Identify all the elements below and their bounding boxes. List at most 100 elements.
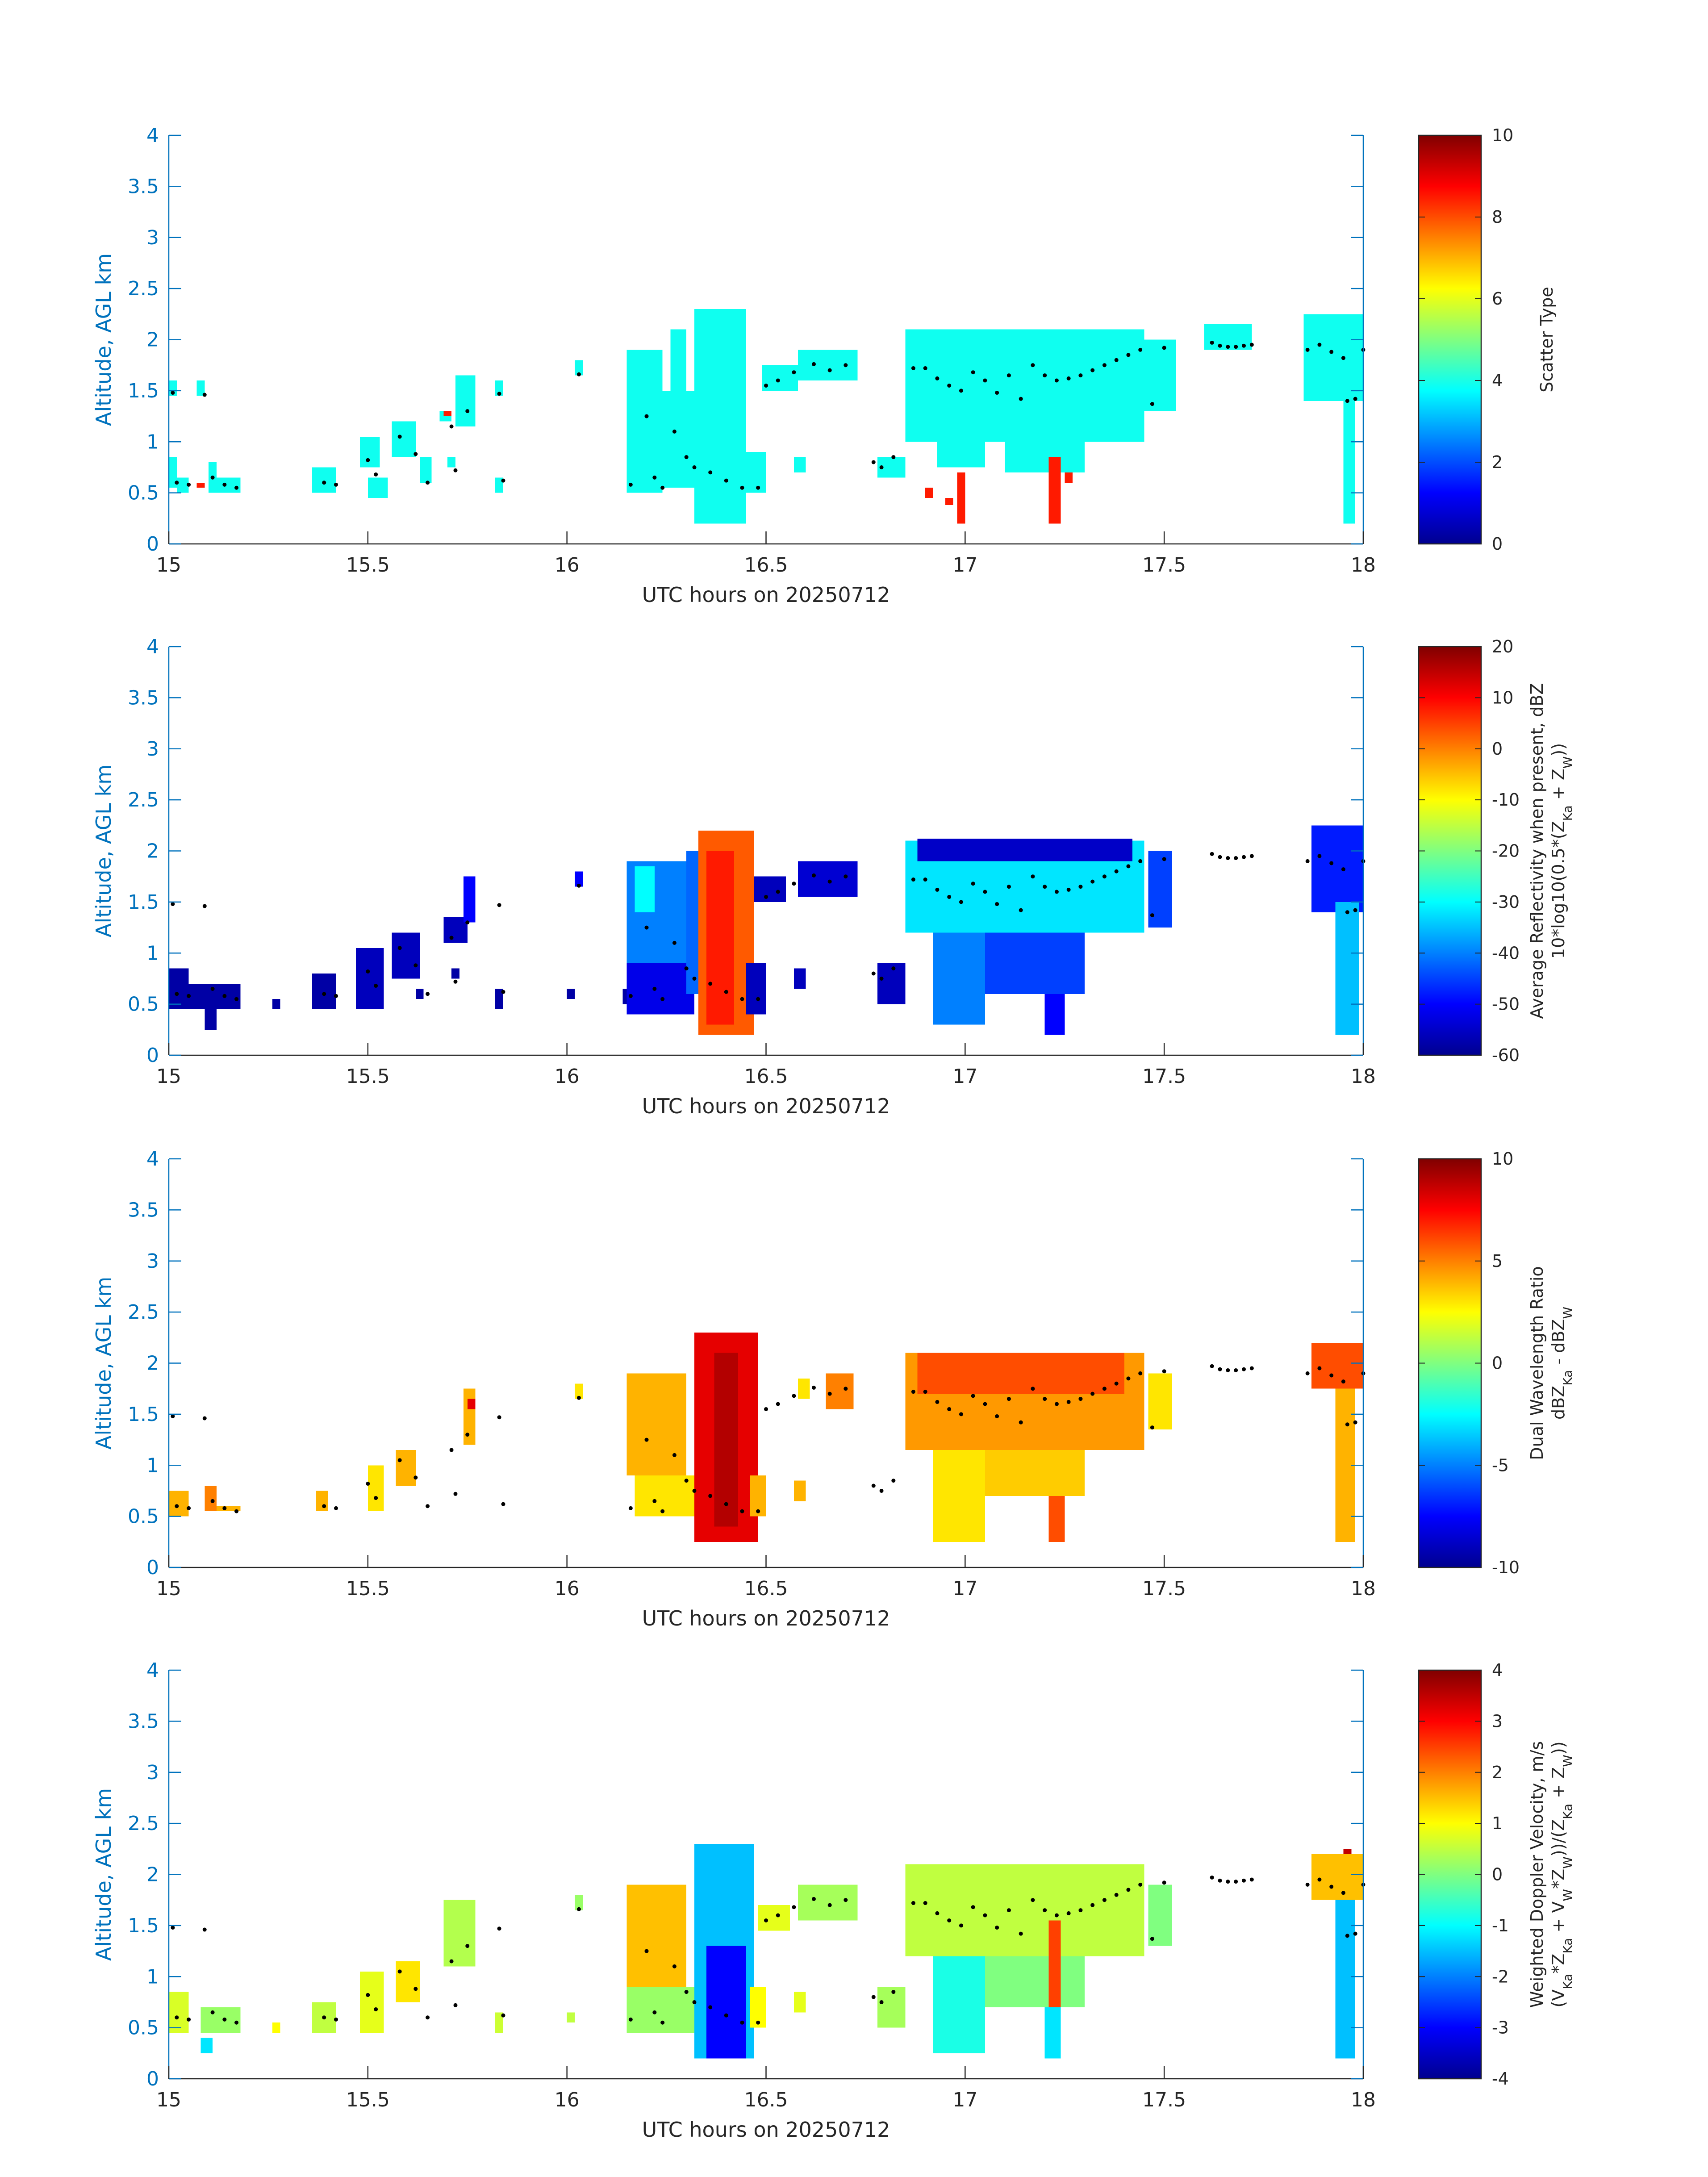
cloud-base-marker [923, 1390, 927, 1394]
heatmap-cell [1048, 457, 1061, 524]
cloud-base-marker [684, 1990, 689, 1994]
colorbar-tick-label: -10 [1492, 790, 1520, 810]
cloud-base-marker [1234, 1368, 1238, 1373]
colorbar-label-subscript: W [1560, 1856, 1575, 1869]
cloud-base-marker [983, 1913, 987, 1918]
y-tick-label: 2.5 [128, 277, 159, 300]
cloud-base-marker [1114, 358, 1119, 362]
y-tick-label: 2.5 [128, 1812, 159, 1835]
heatmap-cell [793, 1992, 806, 2013]
cloud-base-marker [334, 482, 338, 487]
heatmap-cell [367, 477, 388, 498]
y-tick-label: 1 [146, 1454, 159, 1477]
heatmap-cell [575, 360, 583, 376]
cloud-base-marker [660, 2020, 665, 2025]
x-tick-label: 17.5 [1142, 2089, 1186, 2111]
colorbar-tick-label: 20 [1492, 637, 1513, 656]
colorbar-tick-label: -50 [1492, 994, 1520, 1014]
heatmap-cell [169, 457, 177, 488]
cloud-base-marker [397, 435, 402, 439]
cloud-base-marker [175, 2015, 179, 2020]
cloud-base-marker [234, 997, 239, 1001]
heatmap-cell [200, 2007, 241, 2033]
heatmap-cell [360, 1971, 384, 2033]
cloud-base-marker [1341, 356, 1345, 360]
cloud-base-marker [465, 409, 470, 414]
cloud-base-marker [1329, 1885, 1334, 1889]
cloud-base-marker [983, 378, 987, 383]
cloud-base-marker [465, 1433, 470, 1437]
cloud-base-marker [1305, 1371, 1310, 1375]
heatmap-cell [575, 871, 583, 887]
cloud-base-marker [1054, 1913, 1059, 1918]
cloud-base-marker [923, 877, 927, 882]
heatmap-cell [392, 421, 416, 457]
cloud-base-marker [891, 966, 896, 971]
cloud-base-marker [366, 458, 370, 462]
heatmap-cell [1343, 401, 1356, 524]
cloud-base-marker [234, 485, 239, 490]
y-tick-label: 2 [146, 1352, 159, 1375]
colorbar-label-line: Weighted Doppler Velocity, m/s [1527, 1741, 1547, 2008]
cloud-base-marker [891, 1479, 896, 1483]
panel-reflectivity: 0 0.5 1 1.5 2 2.5 3 3.5 4 15 15.5 16 16.5 17 17.5 18 UTC… [92, 635, 1575, 1118]
cloud-base-marker [322, 992, 326, 996]
axes-frame: 0 0.5 1 1.5 2 2.5 3 3.5 4 15 15.5 16 16.5 17 17.5 18 UTC… [92, 1148, 1376, 1630]
cloud-base-marker [322, 2015, 326, 2020]
heatmap-cell [1065, 472, 1073, 483]
y-tick-label: 1.5 [128, 1403, 159, 1426]
x-tick-label: 16.5 [744, 2089, 788, 2111]
cloud-base-marker [1150, 913, 1154, 918]
cloud-base-marker [202, 393, 207, 397]
x-tick-label: 17 [952, 554, 977, 577]
colorbar-tick-label: 1 [1492, 1813, 1503, 1833]
cloud-base-marker [234, 2020, 239, 2025]
heatmap-cell [356, 948, 384, 1010]
cloud-base-marker [740, 1509, 744, 1513]
heatmap-cell [396, 1961, 420, 2002]
heatmap-cell [312, 974, 336, 1010]
colorbar-label: Dual Wavelength Ratio dBZKa - dBZW [1527, 1266, 1575, 1460]
cloud-base-marker [222, 482, 227, 487]
cloud-base-marker [210, 2010, 215, 2014]
cloud-base-marker [827, 368, 832, 372]
x-tick-label: 18 [1351, 1065, 1376, 1088]
cloud-base-marker [1210, 340, 1214, 345]
colorbar-label-part: )) [1549, 743, 1568, 756]
axes-frame: 0 0.5 1 1.5 2 2.5 3 3.5 4 15 15.5 16 16.5 17 17.5 18 UTC… [92, 635, 1376, 1118]
cloud-base-marker [413, 963, 418, 968]
y-tick-label: 1 [146, 942, 159, 965]
y-axis-label: Altitude, AGL km [92, 253, 116, 426]
heatmap-cell [985, 932, 1085, 994]
cloud-base-marker [724, 478, 728, 483]
cloud-base-marker [628, 1506, 633, 1510]
cloud-base-marker [322, 1504, 326, 1508]
heatmap-cell [937, 442, 985, 468]
cloud-base-marker [812, 362, 816, 366]
heatmap-cell [793, 1480, 806, 1501]
cloud-base-marker [1006, 1908, 1011, 1913]
heatmap-cell [686, 851, 698, 994]
y-tick-label: 2.5 [128, 1301, 159, 1324]
cloud-base-marker [426, 992, 430, 996]
cloud-base-marker [1226, 345, 1230, 349]
cloud-base-marker [827, 1903, 832, 1907]
cloud-base-marker [1043, 1397, 1047, 1401]
cloud-base-marker [322, 481, 326, 485]
heatmap-cell [662, 390, 694, 488]
x-tick-label: 17.5 [1142, 1577, 1186, 1600]
x-axis-label: UTC hours on 20250712 [642, 583, 890, 607]
cloud-base-marker [672, 940, 677, 945]
colorbar-label: Scatter Type [1537, 287, 1557, 392]
cloud-base-marker [1210, 852, 1214, 856]
heatmap-cell [467, 1399, 476, 1409]
colorbar: 0 2 4 6 8 10 Scatter Type [1418, 125, 1557, 554]
colorbar: -10 -5 0 5 10 Dual Wavelength Ratio dBZKa - dB… [1418, 1149, 1575, 1577]
cloud-base-marker [995, 390, 999, 395]
colorbar-tick-label: 4 [1492, 1660, 1503, 1680]
cloud-base-marker [426, 1504, 430, 1508]
cloud-base-marker [426, 2015, 430, 2020]
heatmap-cells [169, 309, 1363, 524]
colorbar-label-subscript: W [1560, 756, 1575, 769]
cloud-base-marker [1249, 1366, 1254, 1371]
